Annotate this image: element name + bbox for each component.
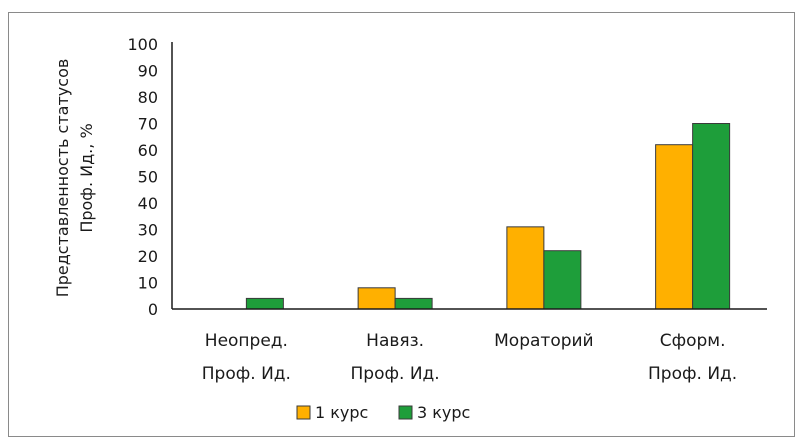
bar-course-1 [655,144,694,310]
x-category-label: Неопред. [205,331,288,351]
y-tick-label: 80 [138,88,158,107]
y-tick-label: 10 [138,274,158,293]
bar-course-3 [543,250,582,310]
legend-swatch [398,405,413,420]
bar-course-1 [506,226,545,310]
y-axis-title: Представленность статусов Проф. Ид., % [53,59,96,298]
bar-course-3 [394,297,433,310]
x-category-label: Проф. Ид. [351,364,440,384]
y-tick-label: 90 [138,62,158,81]
y-tick-label: 60 [138,141,158,160]
y-tick-label: 20 [138,247,158,266]
x-category-label: Навяз. [366,331,424,351]
chart-frame: Представленность статусов Проф. Ид., % 0 1… [8,12,795,437]
bar-course-3 [692,123,731,310]
x-category-label: Сформ. [660,331,726,351]
x-axis-labels: Неопред. Проф. Ид. Навяз. Проф. Ид. Моратори… [202,331,737,384]
bar-course-1 [357,287,396,310]
y-axis-ticks: 0 10 20 30 40 50 60 70 80 90 100 [127,35,158,319]
x-category-label: Мораторий [494,331,593,351]
legend-swatch [296,405,311,420]
y-tick-label: 30 [138,221,158,240]
y-tick-label: 100 [127,35,158,54]
legend-label: 3 курс [417,403,470,422]
axes [171,42,767,310]
y-tick-label: 50 [138,168,158,187]
bar-chart: Представленность статусов Проф. Ид., % 0 1… [53,35,767,422]
x-category-label: Проф. Ид. [202,364,291,384]
bars [245,123,731,310]
y-tick-label: 40 [138,194,158,213]
x-category-label: Проф. Ид. [648,364,737,384]
bar-course-3 [245,297,284,310]
y-tick-label: 0 [148,300,158,319]
y-axis-title-line: Проф. Ид., % [77,123,96,232]
legend-label: 1 курс [315,403,368,422]
legend: 1 курс 3 курс [296,403,470,422]
y-axis-title-line: Представленность статусов [53,59,72,298]
y-tick-label: 70 [138,115,158,134]
